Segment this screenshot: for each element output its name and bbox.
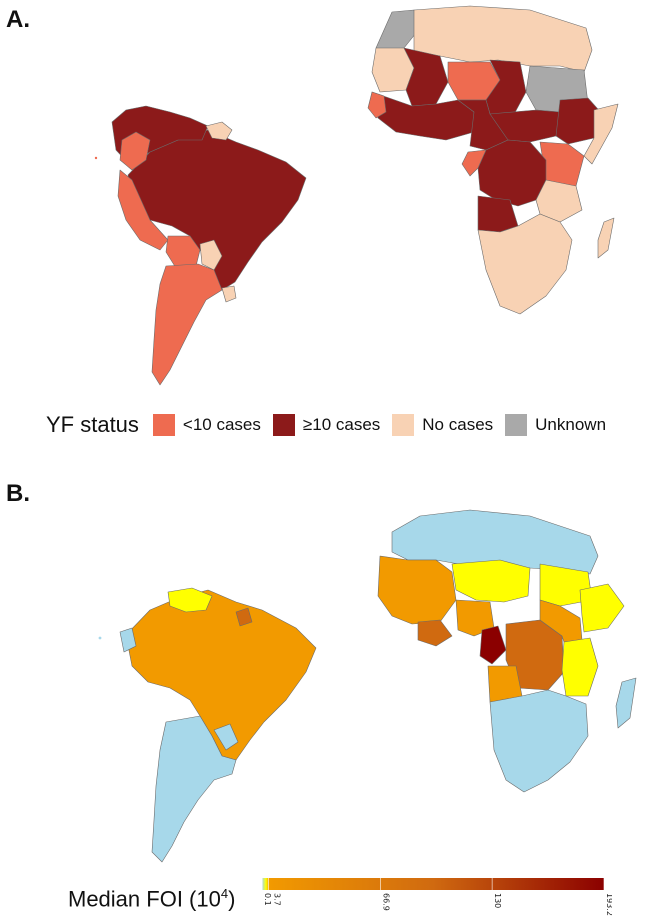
country-gabon-b (479, 625, 507, 665)
island-a (94, 156, 98, 160)
legend-item-lt10: <10 cases (152, 414, 261, 436)
country-guianas-a (205, 121, 233, 141)
country-ecuador-b (119, 627, 137, 653)
foi-legend-title-text: Median FOI (10 (68, 886, 221, 912)
country-ghana-coast-b (417, 619, 453, 647)
country-uruguay-a (221, 285, 237, 303)
africa-b (377, 509, 637, 793)
country-niger-chad-b (451, 559, 531, 603)
foi-legend-title: Median FOI (104) (68, 886, 235, 912)
country-brazil-a (127, 129, 307, 291)
legend-item-unknown: Unknown (505, 414, 606, 436)
country-mali-a (403, 47, 449, 107)
legend-label-unknown: Unknown (535, 415, 607, 434)
foi-legend-title-sup: 4 (220, 886, 229, 901)
legend-label-none: No cases (422, 415, 494, 434)
legend-item-ge10: ≥10 cases (272, 414, 381, 436)
country-sudan-b (539, 563, 593, 607)
south-america-b (119, 587, 317, 863)
colorbar-tick-label: 3.7 (273, 893, 282, 906)
country-madagascar-b (615, 677, 637, 729)
panel-a-label: A. (6, 6, 30, 33)
country-southern-africa-b (489, 689, 589, 793)
country-paraguay-b (213, 723, 239, 751)
country-southern-africa-a (477, 213, 573, 315)
colorbar-tick-label: 130 (493, 893, 502, 908)
country-west-africa-b (377, 555, 457, 625)
foi-map (98, 509, 637, 863)
country-somalia-a (583, 103, 619, 165)
country-ethiopia-b (579, 583, 625, 633)
country-kenya-tanzania-b (561, 637, 599, 697)
legend-swatch-unknown (505, 414, 528, 436)
country-peru-a (117, 169, 169, 251)
legend-item-none: No cases (392, 414, 493, 436)
legend-swatch-lt10 (152, 414, 175, 436)
yf-status-map (94, 5, 619, 386)
country-brazil-b (125, 589, 317, 761)
legend-swatch-ge10 (272, 414, 295, 436)
colorbar-gradient (262, 878, 604, 890)
country-paraguay-a (199, 239, 223, 271)
island-b (98, 636, 102, 640)
panel-b-label: B. (6, 480, 30, 507)
foi-legend-title-close: ) (228, 886, 236, 912)
country-guinea-coast-a (367, 91, 387, 119)
yf-status-legend: YF status <10 cases ≥10 cases No cases U… (46, 410, 618, 440)
colorbar-tick-label: 0.1 (263, 893, 272, 906)
country-venezuela-b (167, 587, 213, 613)
country-gabon-a (461, 149, 487, 177)
country-guianas-b (235, 607, 253, 627)
legend-title: YF status (46, 412, 139, 437)
africa-a (367, 5, 619, 315)
country-chile-argentina-b (151, 715, 237, 863)
colorbar-tick-label: 66.9 (381, 893, 390, 911)
country-madagascar-a (597, 217, 615, 259)
legend-label-lt10: <10 cases (182, 415, 261, 434)
foi-colorbar: 0.1 3.7 66.9 130 193.2 (262, 878, 612, 916)
colorbar-ticks: 0.1 3.7 66.9 130 193.2 (262, 878, 612, 916)
colorbar-tick-label: 193.2 (605, 893, 612, 916)
legend-swatch-none (392, 414, 415, 436)
country-colombia-west-a (119, 131, 151, 171)
country-argentina-a (151, 263, 223, 386)
country-central-africa-a (477, 139, 547, 207)
legend-label-ge10: ≥10 cases (302, 415, 381, 434)
south-america-a (111, 105, 307, 386)
